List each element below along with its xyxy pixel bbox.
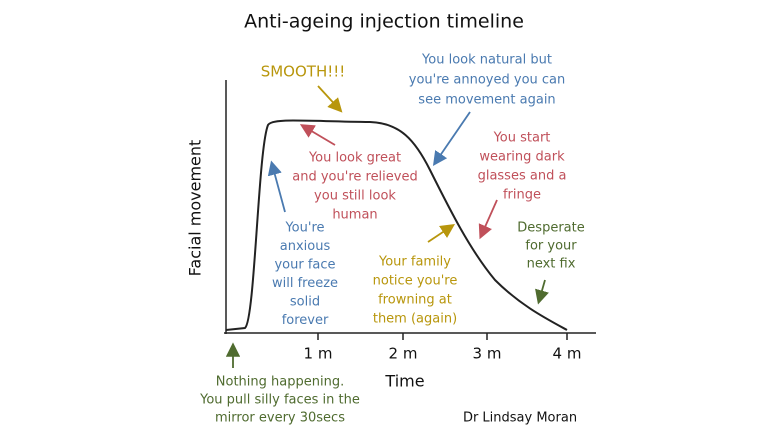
annotation-line: You're xyxy=(284,221,324,236)
annotation-line: will freeze xyxy=(272,276,338,291)
annotation-line: for your xyxy=(525,239,577,254)
annotation-line: You look natural but xyxy=(421,53,552,68)
arrow xyxy=(427,224,455,243)
arrow xyxy=(535,279,549,305)
annotation-line: mirror every 30secs xyxy=(215,411,345,426)
title: Anti-ageing injection timeline xyxy=(244,11,524,33)
arrow xyxy=(299,124,336,146)
annotation-line: wearing dark xyxy=(479,150,565,165)
annotation-line: you're annoyed you can xyxy=(409,73,566,88)
arrow xyxy=(317,85,343,113)
annotation-line: SMOOTH!!! xyxy=(261,63,346,81)
annotation-line: see movement again xyxy=(418,93,555,108)
annotation-line: your face xyxy=(274,258,335,273)
annotation-line: anxious xyxy=(280,239,331,254)
y-axis-label: Facial movement xyxy=(186,140,205,277)
annotation-line: glasses and a xyxy=(478,169,567,184)
annotation-line: notice you're xyxy=(373,274,458,289)
annotation-line: frowning at xyxy=(378,293,452,308)
annotation-line: You look great xyxy=(308,151,401,166)
annotation-line: You start xyxy=(493,131,551,146)
arrow xyxy=(478,199,498,240)
annotation-line: next fix xyxy=(527,257,576,272)
annotation-line: you still look xyxy=(314,189,396,204)
annotation-line: Your family xyxy=(378,255,451,270)
annotation-line: fringe xyxy=(503,188,541,203)
annotation-line: and you're relieved xyxy=(292,170,417,185)
author: Dr Lindsay Moran xyxy=(463,411,577,426)
x-tick-label: 4 m xyxy=(553,345,582,363)
x-axis-label: Time xyxy=(384,372,424,391)
x-tick-label: 1 m xyxy=(304,345,333,363)
annotation-line: Nothing happening. xyxy=(216,375,344,390)
arrow xyxy=(267,160,286,213)
annotation-line: You pull silly faces in the xyxy=(199,393,360,408)
annotation-line: them (again) xyxy=(373,312,457,327)
x-tick-label: 3 m xyxy=(473,345,502,363)
annotation-line: solid xyxy=(290,295,320,310)
arrow xyxy=(432,111,471,166)
curve xyxy=(225,119,568,331)
annotation-line: human xyxy=(332,208,377,223)
x-tick-label: 2 m xyxy=(389,345,418,363)
annotation-line: Desperate xyxy=(517,221,584,236)
annotation-line: forever xyxy=(282,313,329,328)
